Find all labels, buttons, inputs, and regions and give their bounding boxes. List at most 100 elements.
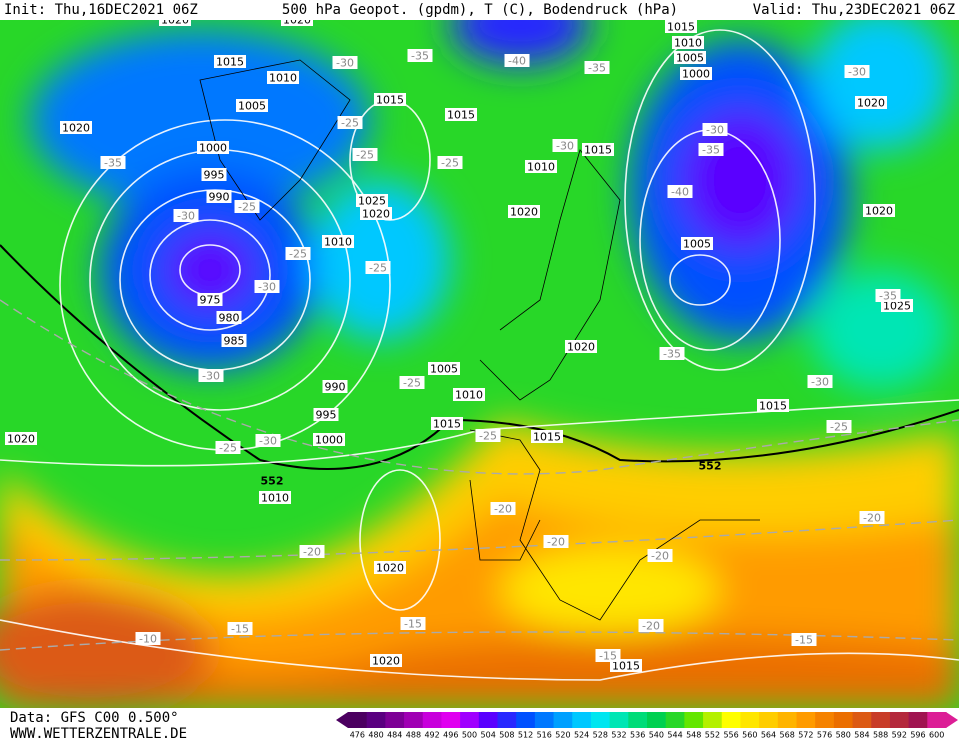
colorbar-label: 492 [424, 731, 439, 740]
isobar-label-box [674, 51, 706, 64]
colorbar-swatch [441, 712, 461, 728]
isobar-label: 1015 [667, 21, 695, 34]
temperature-label-box [255, 434, 281, 447]
isobar-label: 1010 [324, 236, 352, 249]
colorbar-label: 488 [406, 731, 421, 740]
colorbar-swatch [404, 712, 424, 728]
isobar-label: 985 [224, 335, 245, 348]
temperature-label: -40 [508, 55, 526, 68]
isobar-label: 1015 [433, 418, 461, 431]
isobar-label-box [681, 237, 713, 250]
temperature-label-box [173, 209, 199, 222]
isobar-label-box [431, 417, 463, 430]
colorbar-label: 500 [462, 731, 477, 740]
isobar-label-box [313, 408, 339, 421]
isobar-label-box [360, 207, 392, 220]
isobar-label: 1010 [455, 389, 483, 402]
isobar-label: 1020 [567, 341, 595, 354]
colorbar-swatch [385, 712, 405, 728]
temperature-label-box [299, 545, 325, 558]
isobar-label: 995 [316, 409, 337, 422]
valid-time: Valid: Thu,23DEC2021 06Z [753, 2, 955, 18]
isobar-label-box [531, 430, 563, 443]
colorbar-swatch [534, 712, 555, 728]
temperature-label-box [135, 632, 161, 645]
temperature-label-box [647, 549, 673, 562]
colorbar-label: 516 [537, 731, 552, 740]
isobar-label: 990 [325, 381, 346, 394]
colorbar-label: 480 [368, 731, 383, 740]
height-label: 552 [699, 460, 722, 473]
colorbar-label: 504 [481, 731, 496, 740]
isobar-label-box [221, 334, 247, 347]
isobar-label-box [582, 143, 614, 156]
temperature-label: -30 [556, 140, 574, 153]
colorbar-swatch [665, 712, 685, 728]
temperature-label: -30 [202, 370, 220, 383]
colorbar-swatch [460, 712, 480, 728]
isobar-label: 1005 [676, 52, 704, 65]
temperature-label-box [234, 200, 260, 213]
colorbar-swatch [889, 712, 910, 728]
temperature-label: -10 [139, 633, 157, 646]
temperature-label-box [844, 65, 870, 78]
temperature-label-box [595, 649, 621, 662]
isobar-label: 990 [209, 191, 230, 204]
temperature-label-box [543, 535, 569, 548]
colorbar-label: 568 [780, 731, 795, 740]
temperature-label-box [198, 369, 224, 382]
colorbar-swatch [740, 712, 760, 728]
temperature-label: -35 [588, 62, 606, 75]
isobar-label-box [428, 362, 460, 375]
temperature-label-box [400, 617, 426, 630]
isobar-label-box [206, 190, 232, 203]
temperature-label: -25 [441, 157, 459, 170]
isobar-label-box [322, 235, 354, 248]
isobar-label: 1015 [447, 109, 475, 122]
temperature-label-box [807, 375, 833, 388]
isobar-label: 1000 [682, 68, 710, 81]
temperature-label-box [859, 511, 885, 524]
data-source: Data: GFS C00 0.500° [10, 710, 179, 726]
isobar-label-box [525, 160, 557, 173]
temperature-label: -20 [303, 546, 321, 559]
colorbar-label: 560 [742, 731, 757, 740]
colorbar-label: 512 [518, 731, 533, 740]
temperature-label-box [698, 143, 724, 156]
temperature-label-box [667, 185, 693, 198]
isobar-label-box [863, 204, 895, 217]
temperature-label-box [826, 420, 852, 433]
colorbar-label: 564 [761, 731, 776, 740]
colorbar-label: 536 [630, 731, 645, 740]
temperature-label-box [337, 116, 363, 129]
temperature-label: -35 [104, 157, 122, 170]
isobar-label: 1015 [376, 94, 404, 107]
isobar-label: 1015 [612, 660, 640, 673]
temperature-label: -25 [479, 430, 497, 443]
isobar-label-box [757, 399, 789, 412]
isobar-label: 1020 [7, 433, 35, 446]
isobar-label: 1020 [857, 97, 885, 110]
temperature-label-box [552, 139, 578, 152]
colorbar-swatch [553, 712, 573, 728]
colorbar-swatch [590, 712, 611, 728]
isobar-label-box [665, 20, 697, 33]
colorbar-swatch [927, 712, 947, 728]
temperature-label-box [407, 49, 433, 62]
colorbar-label: 544 [667, 731, 682, 740]
isobar-label: 1010 [674, 37, 702, 50]
temperature-label: -30 [848, 66, 866, 79]
isobar-label-box [201, 168, 227, 181]
isobar-label: 980 [219, 312, 240, 325]
colorbar-label: 524 [574, 731, 589, 740]
colorbar-label: 528 [593, 731, 608, 740]
website: WWW.WETTERZENTRALE.DE [10, 726, 187, 741]
temperature-label-box [437, 156, 463, 169]
temperature-label: -15 [404, 618, 422, 631]
isobar-label-box [197, 293, 223, 306]
temperature-label: -15 [795, 634, 813, 647]
colorbar-label: 496 [443, 731, 458, 740]
colorbar-swatch [703, 712, 723, 728]
init-time: Init: Thu,16DEC2021 06Z [4, 2, 198, 18]
